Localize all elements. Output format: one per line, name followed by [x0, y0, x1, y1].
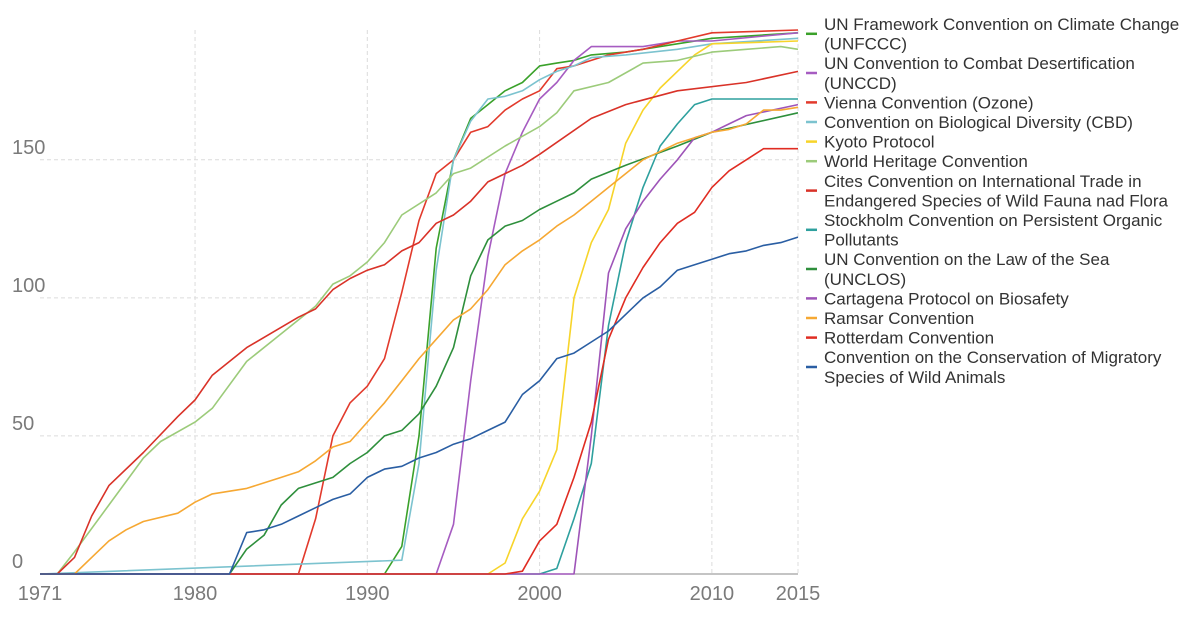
legend-label: Rotterdam Convention	[824, 329, 994, 348]
series-line-1	[40, 32, 799, 575]
series-line-8	[40, 112, 799, 575]
y-tick-label: 0	[12, 551, 23, 573]
legend-label: Ramsar Convention	[824, 309, 974, 328]
legend-item: World Heritage Convention	[806, 152, 1028, 171]
legend-label: Vienna Convention (Ozone)	[824, 93, 1034, 112]
grid-lines	[40, 30, 799, 574]
x-tick-label: 2000	[517, 583, 562, 605]
legend-item: Kyoto Protocol	[806, 133, 935, 152]
axes: 0 50 100 150 1971 1980 1990 2000 2010 2015	[12, 137, 820, 605]
legend-label: Kyoto Protocol	[824, 133, 935, 152]
legend-item: Vienna Convention (Ozone)	[806, 93, 1034, 112]
x-tick-label: 1990	[345, 583, 390, 605]
legend-label: UN Convention on the Law of the Sea (UNCL…	[824, 250, 1110, 289]
legend-label: Cites Convention on International Trade …	[824, 172, 1169, 211]
legend-item: UN Framework Convention on Climate Chang…	[806, 15, 1179, 54]
legend-item: Ramsar Convention	[806, 309, 974, 328]
series-line-7	[40, 98, 798, 575]
legend-item: Cartagena Protocol on Biosafety	[806, 289, 1069, 308]
series-line-11	[40, 147, 798, 575]
legend-label: UN Convention to Combat Desertification(…	[824, 54, 1135, 93]
legend-item: Convention on the Conservation of Migrat…	[806, 348, 1162, 387]
x-tick-label: 2015	[776, 583, 821, 605]
series-line-3	[39, 37, 799, 575]
series-line-10	[40, 106, 799, 575]
legend-item: UN Convention to Combat Desertification(…	[806, 54, 1135, 93]
series-line-9	[40, 103, 799, 575]
legend-item: Cites Convention on International Trade …	[806, 172, 1169, 211]
legend-label: World Heritage Convention	[824, 152, 1028, 171]
legend-item: UN Convention on the Law of the Sea (UNCL…	[806, 250, 1110, 289]
series-line-2	[40, 29, 799, 575]
legend-label: Cartagena Protocol on Biosafety	[824, 289, 1069, 308]
series-line-12	[40, 236, 799, 575]
legend-item: Convention on Biological Diversity (CBD)	[806, 113, 1133, 132]
legend: UN Framework Convention on Climate Chang…	[806, 15, 1179, 387]
series-line-4	[40, 40, 799, 575]
legend-item: Stockholm Convention on Persistent Organ…	[806, 211, 1163, 250]
legend-label: Convention on Biological Diversity (CBD)	[824, 113, 1133, 132]
series-line-0	[40, 32, 799, 575]
y-tick-label: 150	[12, 137, 45, 159]
x-tick-label: 1971	[18, 583, 63, 605]
legend-label: Stockholm Convention on Persistent Organ…	[824, 211, 1163, 250]
legend-item: Rotterdam Convention	[806, 329, 994, 348]
series-line-6	[40, 70, 799, 575]
legend-label: UN Framework Convention on Climate Chang…	[824, 15, 1179, 54]
series-lines	[39, 29, 799, 575]
x-tick-label: 1980	[173, 583, 218, 605]
y-tick-label: 100	[12, 275, 45, 297]
legend-label: Convention on the Conservation of Migrat…	[824, 348, 1162, 387]
y-tick-label: 50	[12, 413, 34, 435]
series-line-5	[40, 45, 799, 575]
x-tick-label: 2010	[690, 583, 735, 605]
